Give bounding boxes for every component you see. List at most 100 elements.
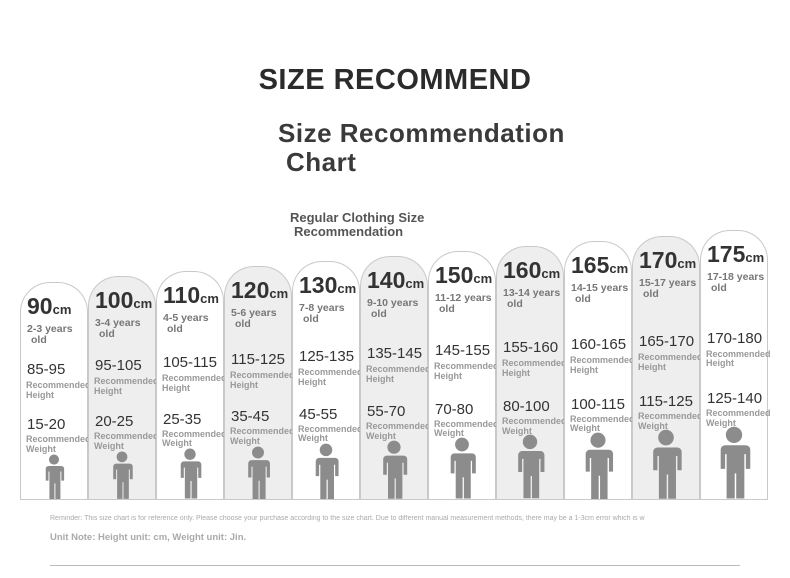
height-range: 135-145 — [367, 345, 423, 363]
weight-range: 80-100 — [503, 398, 550, 415]
height-label-line1: Recommended — [502, 358, 567, 369]
size-number: 130 — [299, 272, 338, 298]
size-value: 90cm — [27, 293, 71, 320]
height-label-line2: Height — [230, 379, 258, 390]
size-unit: cm — [677, 256, 697, 271]
height-label-line2: Height — [638, 361, 666, 372]
size-value: 150cm — [435, 262, 492, 289]
weight-label: Recommended Weight — [570, 413, 635, 434]
weight-label-line2: Weight — [26, 443, 56, 454]
person-icon — [109, 451, 134, 500]
size-value: 160cm — [503, 257, 560, 284]
weight-label-line1: Recommended — [162, 428, 227, 439]
height-label-line1: Recommended — [366, 364, 431, 375]
age-suffix: old — [31, 334, 47, 346]
weight-label-line2: Weight — [162, 438, 192, 448]
height-label: Recommended Height — [298, 367, 363, 387]
size-unit: cm — [337, 281, 357, 296]
height-label-line2: Height — [706, 358, 734, 369]
size-unit: cm — [745, 250, 765, 265]
person-icon — [580, 432, 616, 500]
height-label: Recommended Height — [230, 371, 295, 390]
weight-label-line1: Recommended — [366, 421, 431, 431]
size-column-150: 150cm 11-12 years old 145-155 Recommended Hei… — [428, 251, 499, 500]
age-text: 5-6 years — [231, 307, 277, 319]
height-range: 105-115 — [163, 354, 217, 372]
weight-label: Recommended Weight — [94, 431, 159, 451]
weight-label-line1: Recommended — [298, 423, 363, 434]
height-label-line2: Height — [570, 364, 598, 375]
size-number: 170 — [639, 247, 678, 273]
age-suffix: old — [371, 308, 387, 320]
height-range: 165-170 — [639, 333, 695, 351]
weight-range: 25-35 — [163, 410, 202, 428]
regular-size-caption-line1: Regular Clothing Size — [290, 210, 425, 225]
height-label-line1: Recommended — [94, 376, 159, 387]
age-range: 17-18 years old — [707, 272, 769, 294]
age-suffix: old — [439, 303, 455, 315]
size-value: 130cm — [299, 272, 356, 299]
weight-range: 125-140 — [707, 390, 763, 407]
weight-label: Recommended Weight — [230, 426, 295, 446]
age-range: 2-3 years old — [27, 324, 89, 346]
height-range: 85-95 — [27, 361, 66, 378]
age-text: 2-3 years — [27, 323, 73, 335]
size-column-160: 160cm 13-14 years old 155-160 Recommended Hei… — [496, 246, 567, 500]
age-text: 15-17 years — [639, 277, 697, 289]
height-range: 95-105 — [95, 357, 142, 375]
size-column-130: 130cm 7-8 years old 125-135 Recommended Heigh… — [292, 261, 363, 500]
chart-subtitle-line2: Chart — [286, 147, 357, 177]
size-number: 150 — [435, 262, 474, 288]
chart-baseline — [20, 499, 768, 500]
person-icon — [446, 437, 479, 500]
person-icon — [715, 426, 754, 500]
size-column-120: 120cm 5-6 years old 115-125 Recommended Heigh… — [224, 266, 295, 500]
age-range: 13-14 years old — [503, 288, 565, 310]
weight-label: Recommended Weight — [298, 423, 363, 444]
page-title: SIZE RECOMMEND — [258, 64, 532, 96]
size-column-90: 90cm 2-3 years old 85-95 Recommended Height 15… — [20, 282, 91, 500]
size-unit: cm — [133, 296, 153, 311]
height-label-line1: Recommended — [298, 367, 363, 378]
age-range: 4-5 years old — [163, 313, 225, 335]
weight-label: Recommended Weight — [434, 419, 499, 439]
size-column-170: 170cm 15-17 years old 165-170 Recommended Hei… — [632, 236, 703, 500]
age-range: 3-4 years old — [95, 318, 157, 340]
size-number: 100 — [95, 287, 134, 313]
size-unit: cm — [405, 276, 425, 291]
size-unit: cm — [52, 302, 72, 317]
age-suffix: old — [507, 298, 523, 310]
height-label: Recommended Height — [26, 380, 91, 400]
weight-range: 35-45 — [231, 408, 270, 425]
height-label-line2: Height — [162, 382, 190, 393]
size-number: 90 — [27, 293, 53, 319]
weight-label-line2: Weight — [434, 428, 464, 438]
weight-label-line2: Weight — [570, 423, 600, 433]
size-number: 140 — [367, 267, 406, 293]
size-number: 160 — [503, 257, 542, 283]
size-value: 165cm — [571, 252, 628, 279]
height-label: Recommended Height — [706, 349, 771, 369]
height-label: Recommended Height — [638, 353, 703, 372]
weight-label-line2: Weight — [706, 417, 736, 428]
weight-label-line1: Recommended — [570, 413, 635, 424]
height-range: 160-165 — [571, 336, 627, 354]
weight-label-line1: Recommended — [638, 411, 703, 421]
chart-subtitle-line1: Size Recommendation — [278, 118, 565, 148]
weight-label-line2: Weight — [502, 425, 532, 436]
age-range: 14-15 years old — [571, 283, 633, 305]
age-suffix: old — [167, 323, 183, 335]
height-label-line2: Height — [298, 376, 326, 387]
height-label-line2: Height — [502, 367, 530, 378]
height-label-line2: Height — [366, 373, 394, 384]
age-range: 15-17 years old — [639, 278, 701, 300]
size-unit: cm — [200, 291, 219, 306]
height-label: Recommended Height — [162, 374, 227, 393]
age-text: 17-18 years — [707, 271, 765, 283]
weight-label: Recommended Weight — [706, 408, 771, 428]
person-icon — [648, 429, 685, 500]
weight-label-line1: Recommended — [502, 416, 567, 426]
height-label: Recommended Height — [366, 364, 431, 384]
size-number: 120 — [231, 277, 270, 303]
size-number: 110 — [163, 282, 201, 308]
